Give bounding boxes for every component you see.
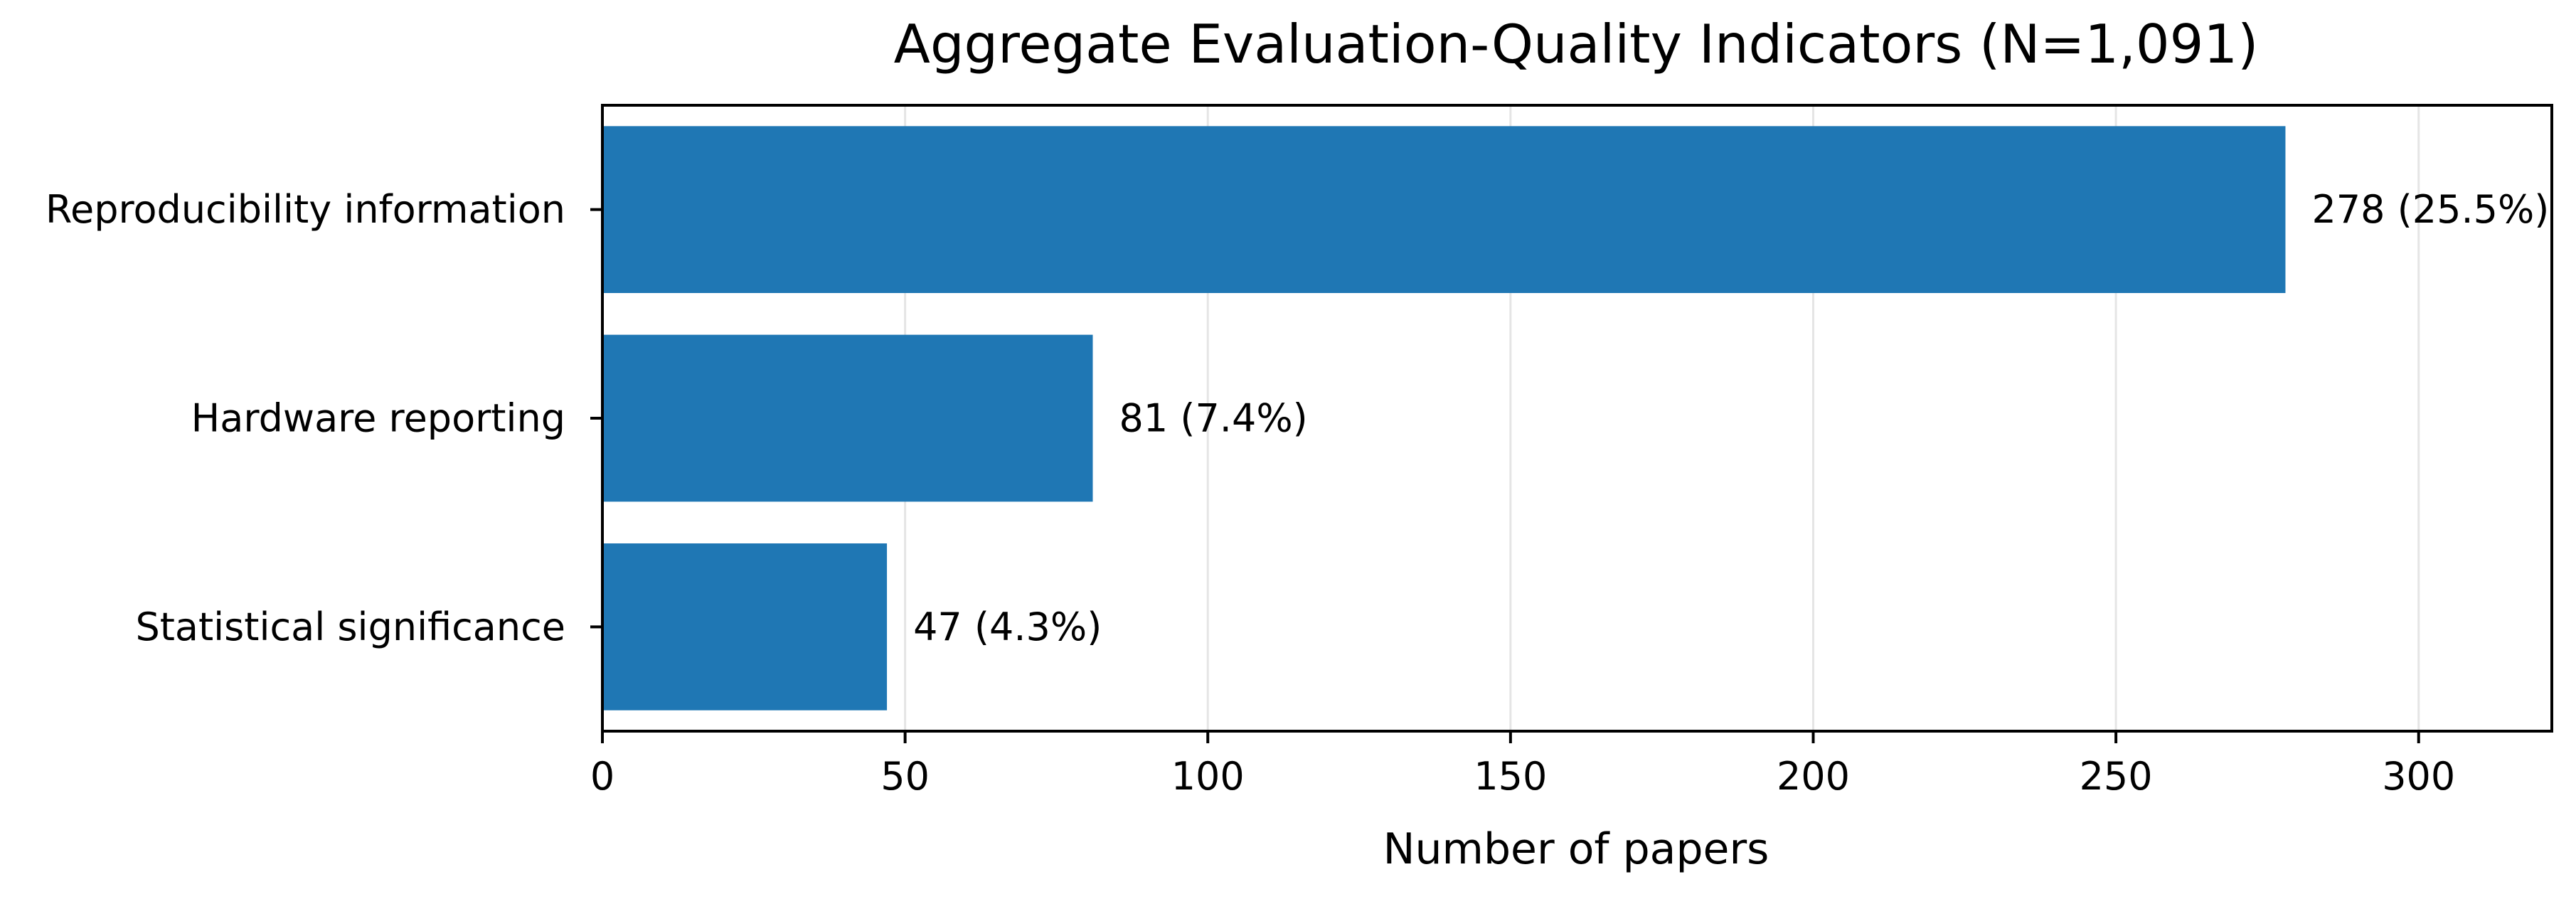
x-tick-label-100: 100 bbox=[1171, 754, 1245, 799]
data-label-2: 47 (4.3%) bbox=[913, 605, 1102, 649]
x-axis-label: Number of papers bbox=[1383, 824, 1769, 874]
bar-2 bbox=[602, 543, 888, 711]
x-tick-label-50: 50 bbox=[880, 754, 930, 799]
axis-ticks: Reproducibility information Hardware repo… bbox=[46, 187, 2455, 799]
bar-1 bbox=[602, 334, 1093, 502]
data-labels: 278 (25.5%) 81 (7.4%) 47 (4.3%) bbox=[913, 187, 2549, 649]
x-tick-label-150: 150 bbox=[1474, 754, 1547, 799]
data-label-1: 81 (7.4%) bbox=[1119, 396, 1308, 441]
y-tick-label-0: Reproducibility information bbox=[46, 187, 565, 232]
y-tick-label-2: Statistical significance bbox=[135, 605, 565, 649]
chart-title: Aggregate Evaluation-Quality Indicators … bbox=[894, 13, 2259, 75]
x-tick-label-0: 0 bbox=[590, 754, 614, 799]
data-label-0: 278 (25.5%) bbox=[2311, 187, 2549, 232]
x-tick-label-300: 300 bbox=[2382, 754, 2455, 799]
x-tick-label-200: 200 bbox=[1777, 754, 1850, 799]
y-tick-label-1: Hardware reporting bbox=[191, 396, 565, 441]
bars bbox=[602, 126, 2286, 711]
bar-0 bbox=[602, 126, 2286, 293]
x-tick-label-250: 250 bbox=[2080, 754, 2153, 799]
